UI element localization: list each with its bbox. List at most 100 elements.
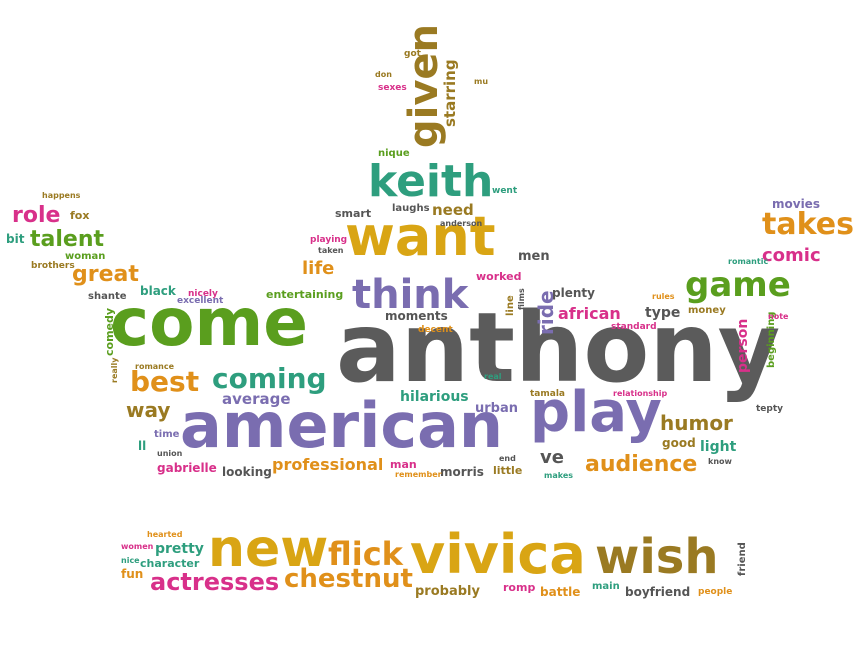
word-professional: professional xyxy=(272,455,384,474)
word-want: want xyxy=(345,205,496,268)
word-relationship: relationship xyxy=(613,389,668,398)
word-chestnut: chestnut xyxy=(284,564,413,594)
word-black: black xyxy=(140,284,176,298)
word-good: good xyxy=(662,436,696,450)
word-romance: romance xyxy=(135,362,175,371)
word-battle: battle xyxy=(540,585,581,599)
word-anderson: anderson xyxy=(440,219,483,228)
word-entertaining: entertaining xyxy=(266,288,344,301)
word-flick: flick xyxy=(328,535,403,573)
word-little: little xyxy=(493,464,523,477)
word-remember: remember xyxy=(395,470,442,479)
word-starring: starring xyxy=(441,59,459,127)
word-end: end xyxy=(499,454,516,463)
word-time: time xyxy=(154,429,180,440)
word-actresses: actresses xyxy=(150,568,280,596)
word-union: union xyxy=(157,449,183,458)
word-urban: urban xyxy=(475,401,518,416)
word-know: know xyxy=(708,457,732,466)
word-takes: takes xyxy=(762,207,854,242)
word-type: type xyxy=(645,305,681,321)
word-makes: makes xyxy=(544,471,574,480)
word-person: person xyxy=(735,318,751,373)
word-worked: worked xyxy=(476,270,522,283)
word-romp: romp xyxy=(503,581,536,594)
word-decent: decent xyxy=(418,325,453,335)
word-game: game xyxy=(685,265,791,305)
word-fun: fun xyxy=(121,567,144,581)
word-probably: probably xyxy=(415,584,480,599)
word-looking: looking xyxy=(222,465,272,479)
word-tamala: tamala xyxy=(530,389,565,399)
word-best: best xyxy=(130,365,200,398)
word-tepty: tepty xyxy=(756,404,784,414)
word-people: people xyxy=(698,587,733,597)
word-ve: ve xyxy=(540,447,564,468)
word-life: life xyxy=(302,258,335,279)
word-american: american xyxy=(180,389,504,462)
word-money: money xyxy=(688,305,726,316)
word-brothers: brothers xyxy=(31,261,75,271)
word-think: think xyxy=(352,272,469,318)
word-woman: woman xyxy=(65,251,106,262)
word-nice: nice xyxy=(121,556,140,565)
word-african: african xyxy=(558,304,621,323)
word-moments: moments xyxy=(385,309,448,323)
word-hilarious: hilarious xyxy=(400,389,469,405)
word-way: way xyxy=(126,398,171,422)
word-great: great xyxy=(72,262,139,287)
word-vivica: vivica xyxy=(410,523,586,586)
word-humor: humor xyxy=(660,411,733,435)
word-gabrielle: gabrielle xyxy=(157,461,217,475)
word-taken: taken xyxy=(318,246,344,255)
word-role: role xyxy=(12,203,61,228)
word-given: given xyxy=(401,23,447,148)
word-pretty: pretty xyxy=(155,541,204,557)
word-laughs: laughs xyxy=(392,203,430,214)
word-morris: morris xyxy=(440,465,484,479)
word-comic: comic xyxy=(762,245,821,266)
word-sexes: sexes xyxy=(378,83,407,93)
word-talent: talent xyxy=(30,227,105,252)
word-boyfriend: boyfriend xyxy=(625,585,691,599)
word-wish: wish xyxy=(595,529,719,585)
word-women: women xyxy=(121,542,154,551)
word-fox: fox xyxy=(70,209,90,222)
word-bit: bit xyxy=(6,232,25,246)
word-keith: keith xyxy=(368,156,494,207)
word-audience: audience xyxy=(585,452,698,477)
word-average: average xyxy=(222,390,291,408)
word-friend: friend xyxy=(737,542,748,576)
word-romantic: romantic xyxy=(728,257,769,266)
word-movies: movies xyxy=(772,197,820,211)
word-new: new xyxy=(208,519,329,579)
word-mu: mu xyxy=(474,77,489,86)
word-happens: happens xyxy=(42,191,81,200)
word-main: main xyxy=(592,581,620,592)
word-real: real xyxy=(484,372,502,381)
word-excellent: excellent xyxy=(177,296,224,306)
word-standard: standard xyxy=(611,322,657,332)
word-anthony: anthony xyxy=(336,292,781,404)
word-films: films xyxy=(517,288,526,310)
word-play: play xyxy=(530,380,662,445)
word-need: need xyxy=(432,201,474,219)
word-hearted: hearted xyxy=(147,530,183,539)
word-playing: playing xyxy=(310,235,348,245)
word-nicely: nicely xyxy=(188,289,218,299)
word-note: note xyxy=(768,312,789,321)
word-smart: smart xyxy=(335,207,372,220)
word-light: light xyxy=(700,439,737,455)
word-really: really xyxy=(110,357,119,383)
word-comedy: comedy xyxy=(103,307,116,356)
word-man: man xyxy=(390,458,417,471)
word-plenty: plenty xyxy=(552,286,595,300)
word-got: got xyxy=(404,49,421,59)
word-character: character xyxy=(140,557,200,570)
word-shante: shante xyxy=(88,291,127,302)
word-nique: nique xyxy=(378,148,410,159)
word-don: don xyxy=(375,70,392,79)
word-rules: rules xyxy=(652,292,675,301)
word-come: come xyxy=(110,284,308,361)
